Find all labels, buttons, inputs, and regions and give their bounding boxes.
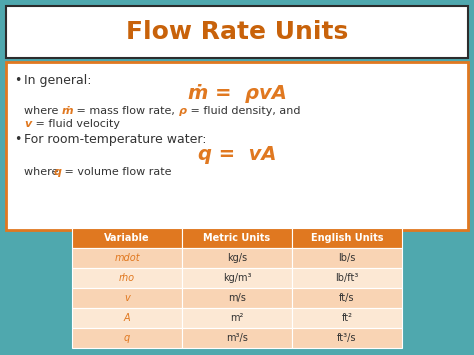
Bar [6,6,468,58]
Bar [182,288,292,308]
Text: m²: m² [230,313,244,323]
Text: = fluid velocity: = fluid velocity [32,119,120,129]
Bar [182,268,292,288]
Text: ft²: ft² [341,313,353,323]
Bar [182,308,292,328]
Text: Metric Units: Metric Units [203,233,271,243]
Text: ṁ: ṁ [62,106,73,116]
Bar [182,328,292,348]
Text: where: where [24,167,62,177]
Text: mdot: mdot [114,253,140,263]
Text: rho: rho [119,273,135,283]
Bar [292,248,402,268]
Text: •: • [14,74,21,87]
Bar [72,328,182,348]
Text: kg/s: kg/s [227,253,247,263]
Bar [72,228,182,248]
Text: ρ: ρ [179,106,187,116]
Text: English Units: English Units [311,233,383,243]
Text: lb/s: lb/s [338,253,356,263]
Text: kg/m³: kg/m³ [223,273,251,283]
Bar [292,328,402,348]
Text: Variable: Variable [104,233,150,243]
Bar [292,268,402,288]
Text: v: v [24,119,31,129]
Text: Flow Rate Units: Flow Rate Units [126,20,348,44]
Text: For room-temperature water:: For room-temperature water: [24,133,207,146]
Bar [72,288,182,308]
Text: A: A [124,313,130,323]
Text: = mass flow rate,: = mass flow rate, [73,106,179,116]
Bar [72,248,182,268]
Text: m/s: m/s [228,293,246,303]
Text: In general:: In general: [24,74,91,87]
Text: = volume flow rate: = volume flow rate [61,167,172,177]
Text: ṁ =  ρvA: ṁ = ρvA [188,84,286,103]
Bar [182,248,292,268]
Text: q =  vA: q = vA [198,145,276,164]
Bar [292,228,402,248]
Text: = fluid density, and: = fluid density, and [187,106,301,116]
Text: •: • [14,133,21,146]
Text: lb/ft³: lb/ft³ [335,273,359,283]
Bar [72,308,182,328]
Text: m³/s: m³/s [226,333,248,343]
Bar [292,288,402,308]
Text: q: q [54,167,62,177]
Bar [292,308,402,328]
Text: q: q [124,333,130,343]
Bar [72,268,182,288]
Bar [6,62,468,230]
Text: where: where [24,106,62,116]
Text: ft³/s: ft³/s [337,333,357,343]
Text: ft/s: ft/s [339,293,355,303]
Text: v: v [124,293,130,303]
Bar [182,228,292,248]
